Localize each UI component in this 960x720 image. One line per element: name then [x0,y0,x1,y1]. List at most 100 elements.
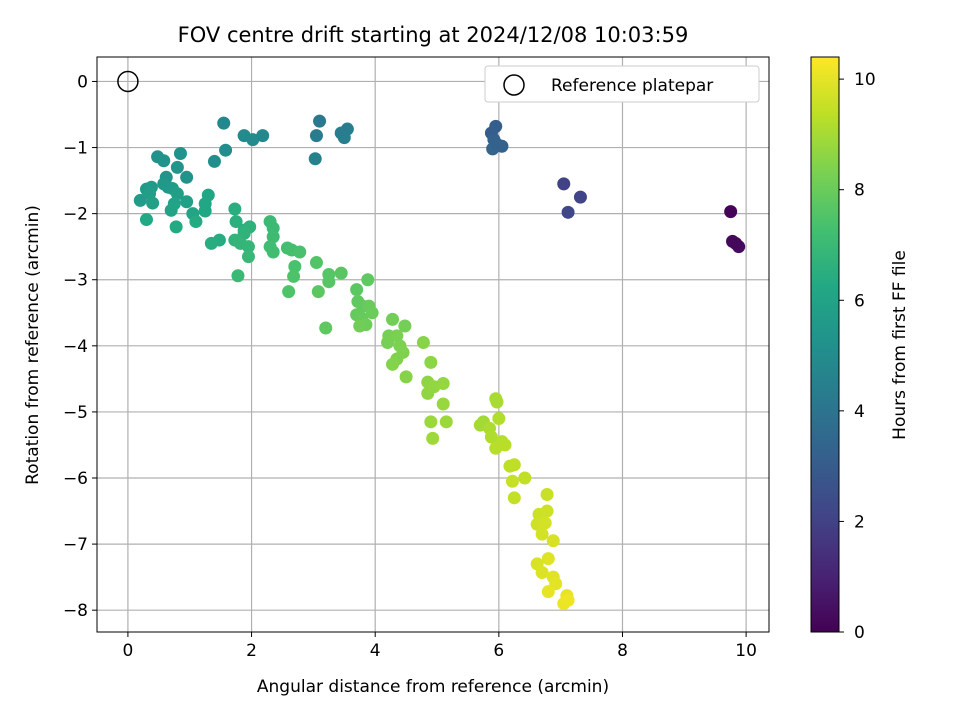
data-point [386,357,400,371]
data-point [436,397,450,411]
data-point [180,195,194,209]
data-point [424,355,438,369]
data-point [139,213,153,227]
data-point [490,137,504,151]
x-tick-label: 2 [246,641,257,661]
data-point [386,312,400,326]
colorbar-label: Hours from first FF file [890,250,910,440]
data-point [180,170,194,184]
data-point [313,114,327,128]
data-point [729,236,743,250]
data-point [207,154,221,168]
data-point [237,226,251,240]
y-axis-label: Rotation from reference (arcmin) [23,205,43,485]
data-point [490,395,504,409]
data-point [309,129,323,143]
data-point [557,177,571,191]
data-point [308,152,322,166]
y-tick-label: −3 [63,271,88,291]
data-points [133,114,746,611]
data-point [365,306,379,320]
legend-marker-icon [503,74,525,96]
data-point [169,220,183,234]
colorbar-tick-label: 6 [854,291,865,311]
y-tick-label: −8 [63,601,88,621]
colorbar: 0 2 4 6 8 10 Hours from first FF file [810,56,910,643]
data-point [507,491,521,505]
data-point [535,527,549,541]
y-tick-label: −4 [63,337,88,357]
data-point [546,534,560,548]
y-tick-label: 0 [77,72,88,92]
data-point [426,431,440,445]
x-tick-label: 8 [617,641,628,661]
colorbar-tick-label: 0 [854,623,865,643]
data-point [561,205,575,219]
data-point [334,126,348,140]
y-tick-label: −2 [63,205,88,225]
y-tick-label: −1 [63,139,88,159]
plot-frame [96,56,770,633]
x-axis-ticks: 0 2 4 6 8 10 [122,632,757,661]
data-point [173,146,187,160]
x-tick-label: 6 [493,641,504,661]
data-point [287,269,301,283]
colorbar-tick-label: 2 [854,512,865,532]
data-point [353,319,367,333]
data-point [231,269,245,283]
data-point [484,430,498,444]
data-point [322,275,336,289]
data-point [170,160,184,174]
y-axis-ticks: 0 −1 −2 −3 −4 −5 −6 −7 −8 [63,72,97,621]
data-point [170,187,184,201]
data-point [198,204,212,218]
data-point [133,193,147,207]
data-point [219,143,233,157]
legend-label: Reference platepar [551,76,713,96]
data-point [256,129,270,143]
data-point [507,458,521,472]
data-point [204,236,218,250]
data-point [361,273,375,287]
colorbar-tick-label: 4 [854,402,865,422]
data-point [424,415,438,429]
data-point [189,215,203,229]
data-point [541,552,555,566]
data-point [535,566,549,580]
data-point [334,266,348,280]
data-point [573,190,587,204]
data-point [436,376,450,390]
data-point [146,196,160,210]
data-point [228,202,242,216]
data-point [319,321,333,335]
x-axis-label: Angular distance from reference (arcmin) [257,677,609,697]
data-point [724,205,738,219]
data-point [157,154,171,168]
data-point [518,471,532,485]
data-point [540,504,554,518]
data-point [489,119,503,133]
y-tick-label: −6 [63,469,88,489]
colorbar-gradient [810,56,840,633]
grid-lines [97,57,769,632]
legend-box [484,65,760,103]
data-point [246,133,260,147]
x-tick-label: 0 [122,641,133,661]
data-point [266,230,280,244]
data-point [217,116,231,130]
data-point [540,488,554,502]
data-point [399,370,413,384]
data-point [398,319,412,333]
colorbar-ticks: 0 2 4 6 8 10 [839,70,876,643]
data-point [229,215,243,229]
data-point [390,329,404,343]
data-point [561,593,575,607]
y-tick-label: −7 [63,535,88,555]
colorbar-tick-label: 8 [854,181,865,201]
data-point [381,336,395,350]
data-point [541,585,555,599]
x-tick-label: 4 [370,641,381,661]
data-point [164,203,178,217]
x-tick-label: 10 [735,641,757,661]
